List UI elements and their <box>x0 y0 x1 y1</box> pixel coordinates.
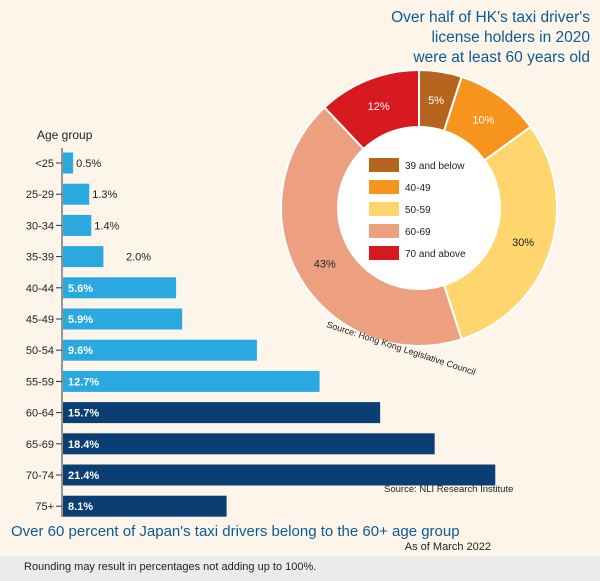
legend-label-5: 70 and above <box>405 249 466 260</box>
bar-value-label-7: 9.6% <box>68 345 93 357</box>
bar-12 <box>63 495 227 517</box>
legend-swatch-4 <box>369 224 399 238</box>
bar-category-label-5: 40-44 <box>26 283 54 295</box>
legend-swatch-2 <box>369 180 399 194</box>
age-group-axis-title: Age group <box>37 128 93 142</box>
bar-value-label-5: 5.6% <box>68 283 93 295</box>
bar-category-label-11: 70-74 <box>26 470 54 482</box>
legend-label-4: 60-69 <box>405 227 431 238</box>
bar-value-label-9: 15.7% <box>68 408 99 420</box>
bar-9 <box>63 402 381 424</box>
bar-value-label-4: 2.0% <box>126 252 151 264</box>
bar-2 <box>63 183 90 205</box>
donut-slice-5 <box>323 68 420 151</box>
legend-label-1: 39 and below <box>405 161 465 172</box>
bar-8 <box>63 370 320 392</box>
bar-value-label-11: 21.4% <box>68 470 99 482</box>
bar-1 <box>63 152 74 174</box>
bar-category-label-2: 25-29 <box>26 189 54 201</box>
bar-value-label-10: 18.4% <box>68 439 99 451</box>
rounding-note: Rounding may result in percentages not a… <box>24 561 317 573</box>
bar-category-label-8: 55-59 <box>26 376 54 388</box>
legend-label-2: 40-49 <box>405 183 431 194</box>
as-of-date: As of March 2022 <box>404 541 491 553</box>
bar-6 <box>63 308 183 330</box>
bar-category-label-6: 45-49 <box>26 314 54 326</box>
donut-slice-label-3: 30% <box>512 237 534 249</box>
bar-category-label-1: <25 <box>35 158 54 170</box>
legend-swatch-5 <box>369 246 399 260</box>
donut-chart: 5% 10% 30% 43% 12% 39 and below 40-49 50-59 60-6… <box>280 68 558 377</box>
bar-category-label-3: 30-34 <box>26 220 54 232</box>
bar-value-label-3: 1.4% <box>94 220 119 232</box>
bar-chart-source: Source: NLI Research Institute <box>384 484 514 495</box>
bar-chart: <25 0.5% 25-29 1.3% 30-34 1.4% 35-39 2.0% 40-44 5… <box>26 148 496 517</box>
donut-chart-title: Over half of HK's taxi driver's license … <box>330 8 590 68</box>
legend-label-3: 50-59 <box>405 205 431 216</box>
legend-swatch-1 <box>369 158 399 172</box>
donut-slice-label-5: 12% <box>368 101 390 113</box>
bar-category-label-12: 75+ <box>35 501 54 513</box>
bar-10 <box>63 433 435 455</box>
bar-category-label-4: 35-39 <box>26 252 54 264</box>
bar-value-label-1: 0.5% <box>76 158 101 170</box>
bar-3 <box>63 214 92 236</box>
donut-title-line-1: Over half of HK's taxi driver's <box>391 9 590 26</box>
bar-7 <box>63 339 257 361</box>
donut-slice-label-1: 5% <box>428 95 444 107</box>
bar-11 <box>63 464 496 486</box>
donut-slice-3 <box>442 125 558 341</box>
bar-value-label-8: 12.7% <box>68 376 99 388</box>
bar-value-label-2: 1.3% <box>92 189 117 201</box>
bar-4 <box>63 246 104 268</box>
donut-slice-4 <box>280 105 463 347</box>
donut-legend: 39 and below 40-49 50-59 60-69 70 and above <box>369 158 466 260</box>
bar-value-label-12: 8.1% <box>68 501 93 513</box>
footnote-strip: Rounding may result in percentages not a… <box>0 556 600 581</box>
bar-category-label-7: 50-54 <box>26 345 54 357</box>
donut-slice-label-4: 43% <box>314 259 336 271</box>
donut-title-line-3: were at least 60 years old <box>413 49 590 66</box>
bar-value-label-6: 5.9% <box>68 314 93 326</box>
bar-chart-title: Over 60 percent of Japan's taxi drivers … <box>11 523 460 540</box>
bar-5 <box>63 277 177 299</box>
donut-title-line-2: license holders in 2020 <box>431 29 590 46</box>
legend-swatch-3 <box>369 202 399 216</box>
donut-slice-label-2: 10% <box>472 114 494 126</box>
bar-category-label-10: 65-69 <box>26 439 54 451</box>
bar-category-label-9: 60-64 <box>26 408 54 420</box>
